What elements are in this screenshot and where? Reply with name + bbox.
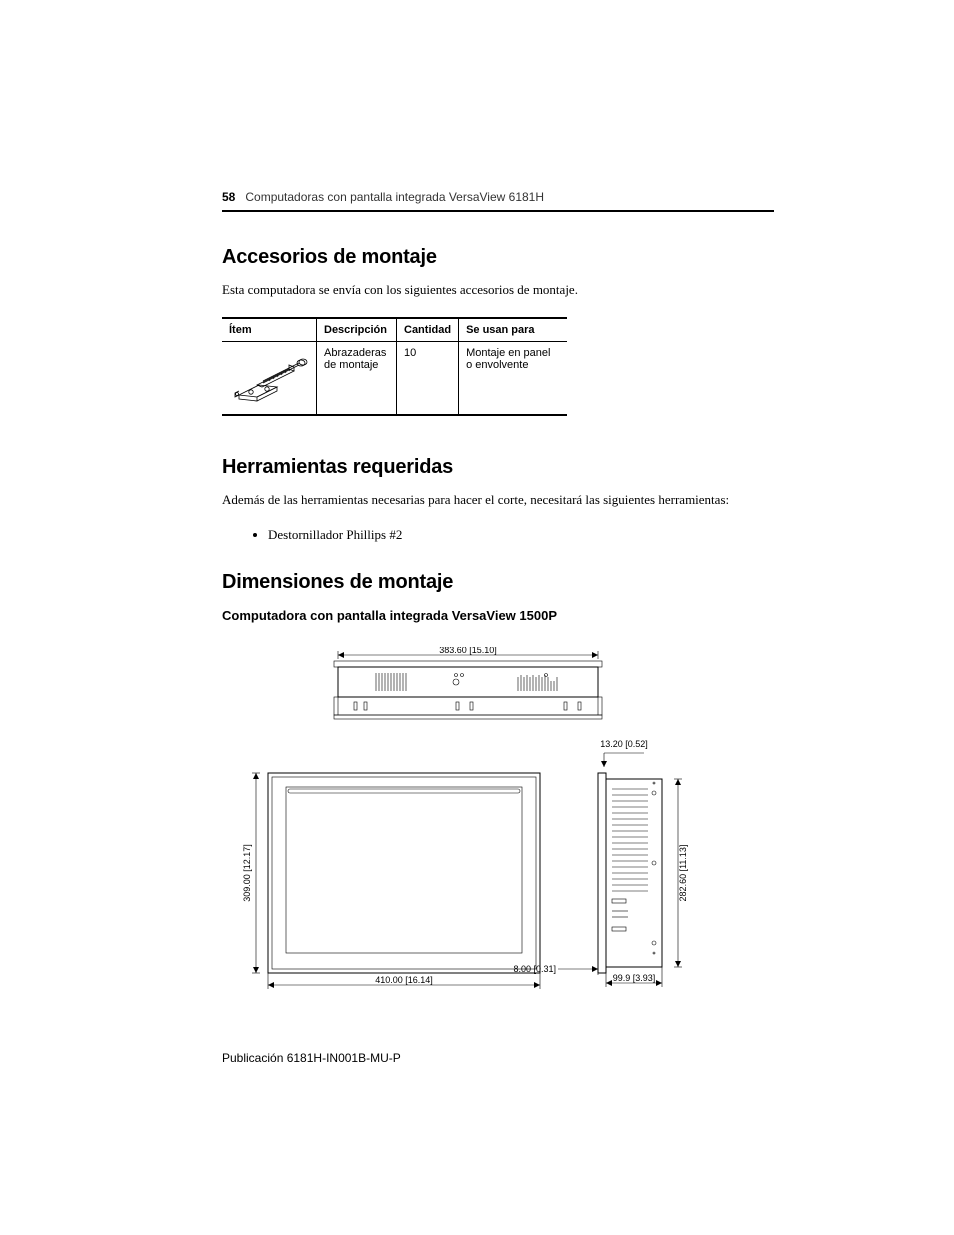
dims-subhead: Computadora con pantalla integrada Versa… [222,608,774,623]
tools-heading: Herramientas requeridas [222,456,774,479]
dim-side-height: 282.60 [11.13] [678,844,688,901]
table-header-row: Ítem Descripción Cantidad Se usan para [222,318,567,342]
th-item: Ítem [222,318,317,342]
clamp-icon [229,347,309,405]
dim-top-width: 383.60 [15.10] [439,647,497,655]
th-use: Se usan para [459,318,567,342]
running-title: Computadoras con pantalla integrada Vers… [245,190,544,204]
accessories-table: Ítem Descripción Cantidad Se usan para [222,317,567,417]
dim-side-width: 99.9 [3.93] [613,973,656,983]
tools-list: Destornillador Phillips #2 [268,527,774,543]
dims-heading: Dimensiones de montaje [222,571,774,594]
publication-footer: Publicación 6181H-IN001B-MU-P [222,1051,401,1065]
cell-item-image [222,341,317,415]
running-header: 58 Computadoras con pantalla integrada V… [222,190,774,204]
header-rule [222,210,774,212]
cell-qty: 10 [397,341,459,415]
th-qty: Cantidad [397,318,459,342]
accessories-heading: Accesorios de montaje [222,246,774,269]
dim-front-width: 410.00 [16.14] [375,975,433,985]
cell-desc: Abrazaderas de montaje [317,341,397,415]
table-row: Abrazaderas de montaje 10 Montaje en pan… [222,341,567,415]
cell-use: Montaje en panel o envolvente [459,341,567,415]
dim-front-height: 309.00 [12.17] [242,844,252,902]
tools-intro: Además de las herramientas necesarias pa… [222,491,774,509]
mounting-diagram: 383.60 [15.10] [238,647,688,1007]
th-desc: Descripción [317,318,397,342]
accessories-intro: Esta computadora se envía con los siguie… [222,281,774,299]
tool-item: Destornillador Phillips #2 [268,527,774,543]
dim-side-top: 13.20 [0.52] [600,739,648,749]
dim-side-depth: 8.00 [0.31] [513,964,556,974]
page-number: 58 [222,190,235,204]
